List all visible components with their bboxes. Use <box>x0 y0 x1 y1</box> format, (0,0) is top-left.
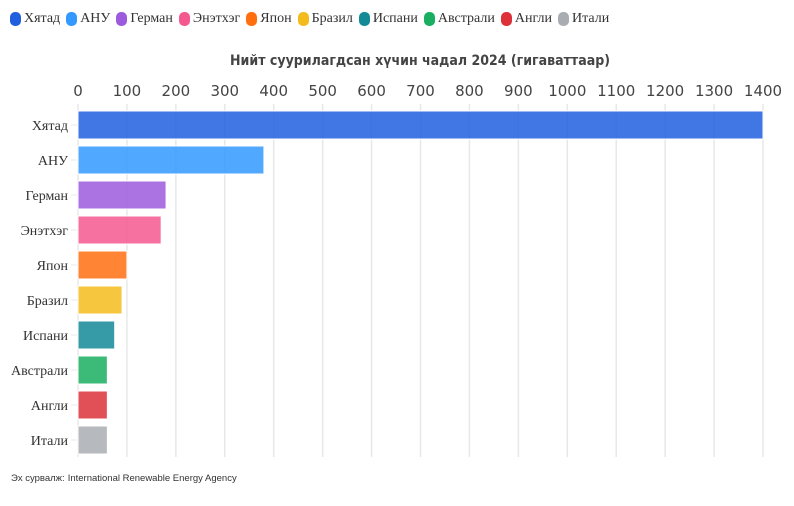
legend-item[interactable]: Англи <box>500 11 552 27</box>
x-tick-label: 700 <box>406 82 435 100</box>
legend-swatch <box>500 12 512 26</box>
legend-label: Япон <box>260 11 292 26</box>
bar <box>77 180 167 210</box>
bar <box>77 215 162 245</box>
y-tick-label: Герман <box>26 189 69 204</box>
y-tick-label: Англи <box>31 399 69 414</box>
chart-title: Нийт суурилагдсан хүчин чадал 2024 (гига… <box>230 53 610 69</box>
legend-swatch <box>557 12 569 26</box>
legend-item[interactable]: Бразил <box>297 11 353 27</box>
legend-label: Бразил <box>311 11 353 26</box>
bar <box>77 320 116 350</box>
legend-item[interactable]: Япон <box>246 11 292 27</box>
legend-swatch <box>10 12 21 26</box>
x-tick-label: 100 <box>113 82 142 100</box>
legend-item[interactable]: Энэтхэг <box>178 11 241 27</box>
y-tick-label: Бразил <box>27 294 68 309</box>
x-tick-label: 900 <box>504 82 533 100</box>
y-tick-label: АНУ <box>38 154 68 169</box>
x-tick-label: 500 <box>308 82 337 100</box>
legend-item[interactable]: АНУ <box>66 11 110 27</box>
bar <box>77 285 123 315</box>
legend-label: Испани <box>372 11 418 26</box>
x-tick-label: 1200 <box>646 82 684 100</box>
legend-swatch <box>178 12 190 26</box>
legend-swatch <box>358 12 370 26</box>
legend-item[interactable]: Австрали <box>423 11 495 27</box>
x-tick-label: 0 <box>73 82 83 100</box>
y-tick-label: Итали <box>31 434 69 449</box>
legend-swatch <box>116 12 128 26</box>
legend-item[interactable]: Итали <box>557 11 610 27</box>
bar <box>77 110 764 140</box>
x-tick-label: 1000 <box>548 82 586 100</box>
legend-swatch <box>297 12 309 26</box>
y-tick-label: Хятад <box>32 119 68 134</box>
x-tick-label: 300 <box>210 82 239 100</box>
x-tick-label: 400 <box>259 82 288 100</box>
x-tick-label: 600 <box>357 82 386 100</box>
x-tick-label: 1300 <box>695 82 733 100</box>
y-tick-label: Австрали <box>11 364 68 379</box>
y-tick-label: Испани <box>23 329 69 344</box>
legend-label: Энэтхэг <box>192 11 241 26</box>
legend-label: Англи <box>514 11 552 26</box>
legend-label: Герман <box>130 11 173 26</box>
x-tick-label: 1400 <box>744 82 782 100</box>
legend-label: АНУ <box>80 11 111 26</box>
x-tick-label: 800 <box>455 82 484 100</box>
legend-swatch <box>66 12 78 26</box>
x-tick-label: 200 <box>162 82 191 100</box>
legend-label: Хятад <box>24 11 61 26</box>
y-tick-label: Энэтхэг <box>21 224 69 239</box>
source-note: Эх сурвалж: International Renewable Ener… <box>11 473 237 484</box>
legend-swatch <box>246 12 258 26</box>
x-tick-label: 1100 <box>597 82 635 100</box>
y-tick-label: Япон <box>37 259 69 274</box>
legend-item[interactable]: Испани <box>358 11 418 27</box>
bar <box>77 145 265 175</box>
source-label: Эх сурвалж: <box>11 473 65 484</box>
bar <box>77 425 108 455</box>
legend-swatch <box>423 12 435 26</box>
legend-label: Австрали <box>437 11 495 26</box>
legend-item[interactable]: Герман <box>116 11 173 27</box>
legend-item[interactable]: Хятад <box>10 11 60 27</box>
legend-label: Итали <box>571 11 610 26</box>
bar <box>77 390 108 420</box>
bar <box>77 250 128 280</box>
legend: Хятад АНУ Герман Энэтхэг Япон Бразил Испани Авс… <box>10 11 609 27</box>
source-text: International Renewable Energy Agency <box>67 473 237 484</box>
bar <box>77 355 108 385</box>
